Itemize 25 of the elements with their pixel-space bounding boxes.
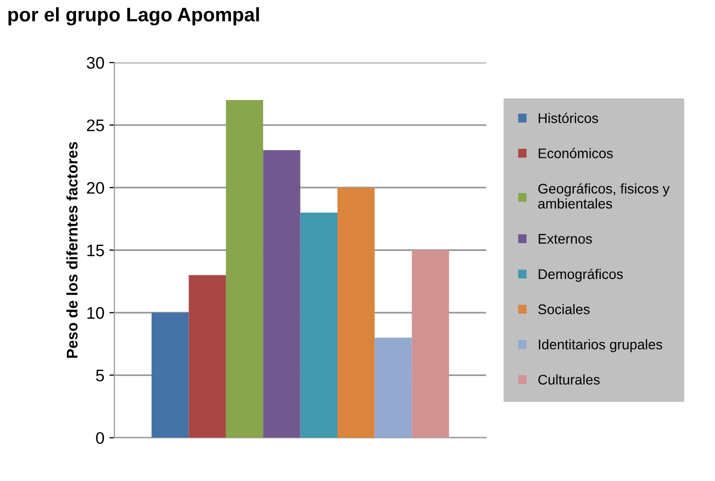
y-tick-label: 5 [96,370,104,382]
y-tick-label: 0 [96,432,104,444]
y-tick-label: 10 [87,307,104,319]
y-tick-label: 30 [86,56,104,69]
y-tick-label: 15 [87,244,104,256]
legend-label: Identitarios grupales [538,339,662,352]
legend-label: Económicos [538,148,613,158]
bar [300,212,338,438]
y-tick-label: 25 [86,119,104,132]
legend-label: Geográficos, fisicos y ambientales [538,183,670,209]
chart-title: por el grupo Lago Apompal [8,7,259,26]
bar [226,100,264,438]
bar [263,150,300,438]
y-tick-label: 20 [86,182,104,194]
bar [374,338,412,438]
bar [337,188,375,438]
legend-label: Demográficos [538,268,623,282]
legend-label: Culturales [538,374,600,385]
bar [152,312,189,438]
bar [188,275,226,438]
y-axis-title: Peso de los diferntes factores [66,142,78,358]
legend-label: Sociales [538,304,590,314]
legend-label: Históricos [538,112,598,124]
legend-label: Externos [538,234,592,244]
bar [412,250,450,438]
